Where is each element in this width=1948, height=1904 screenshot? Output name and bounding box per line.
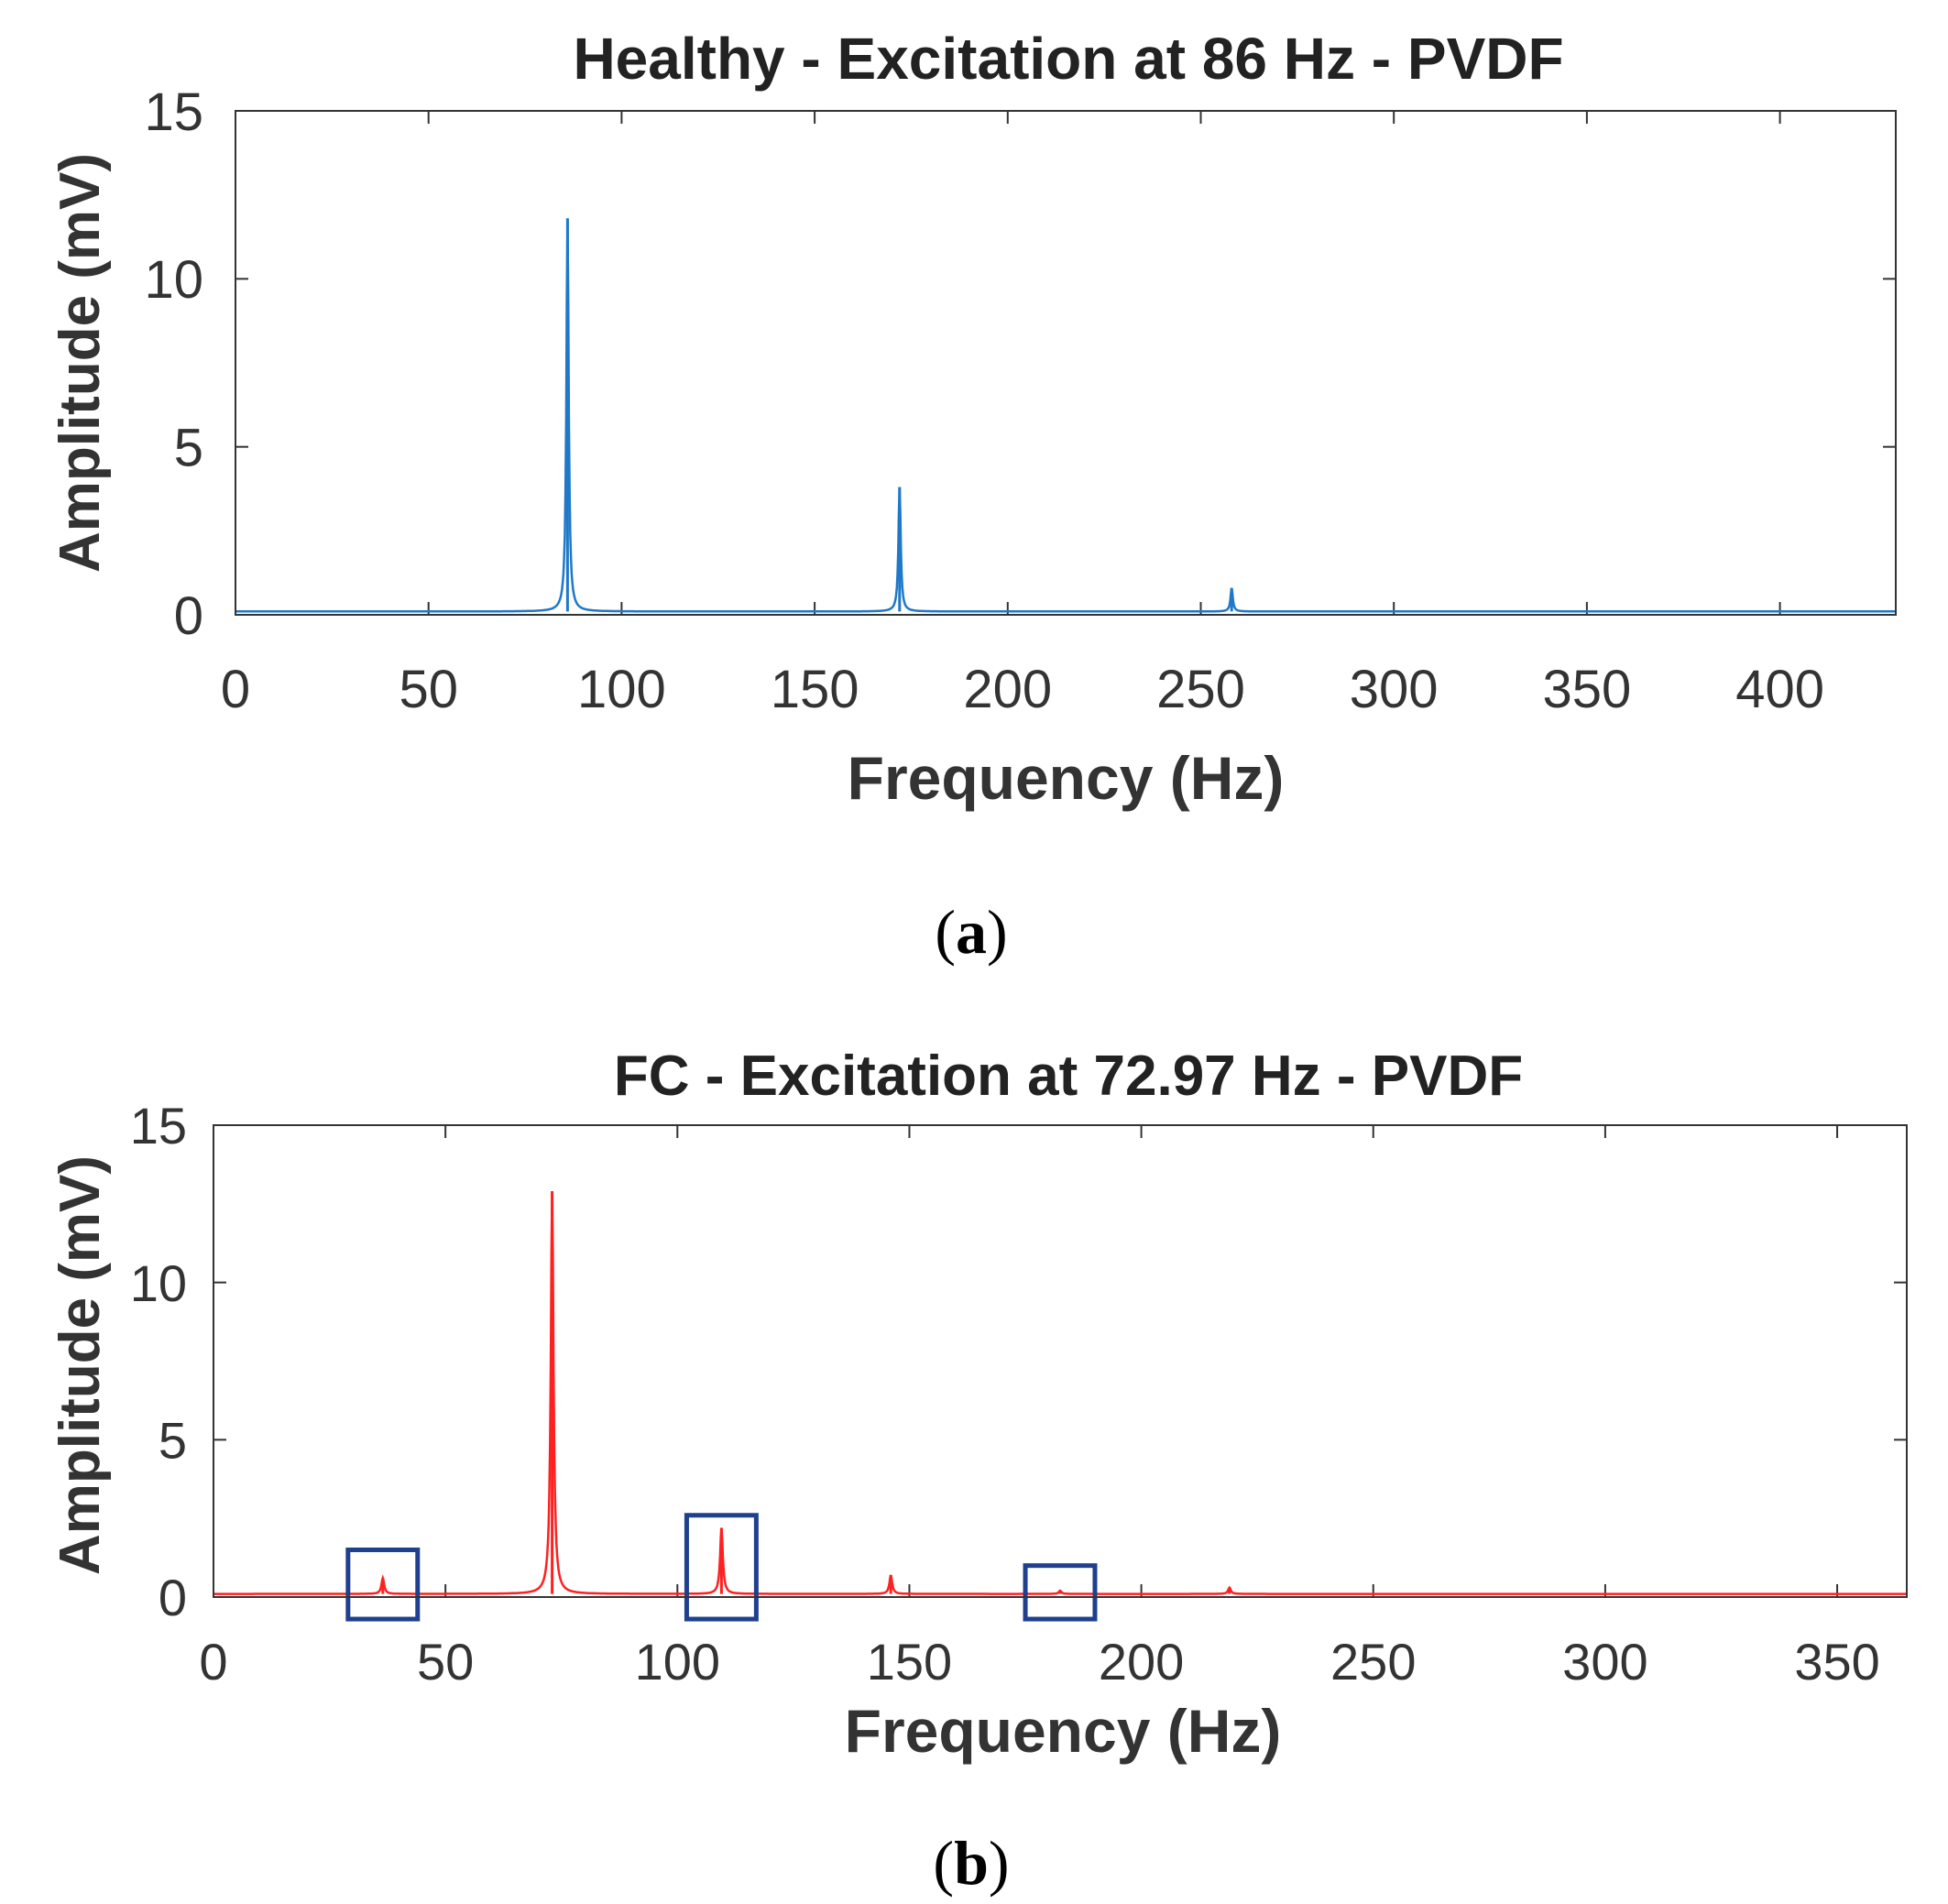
series-b bbox=[213, 1191, 1907, 1595]
x-tick-label-b: 50 bbox=[417, 1633, 474, 1691]
chart-panel-b: FC - Excitation at 72.97 Hz - PVDF 0 50 10… bbox=[49, 1045, 1908, 1898]
x-tick-labels-b: 0 50 100 150 200 250 300 350 bbox=[199, 1633, 1879, 1691]
spectrum-line-a bbox=[235, 218, 1896, 613]
x-tick-label-b: 350 bbox=[1794, 1633, 1879, 1691]
x-tick-label-a: 350 bbox=[1542, 660, 1631, 719]
y-tick-label-b: 5 bbox=[159, 1411, 187, 1469]
plot-frame-a bbox=[235, 110, 1897, 616]
x-tick-label-b: 0 bbox=[199, 1633, 227, 1691]
x-tick-labels-a: 0 50 100 150 200 250 300 350 400 bbox=[221, 660, 1824, 719]
x-tick-label-a: 0 bbox=[221, 660, 250, 719]
x-tick-label-a: 400 bbox=[1735, 660, 1824, 719]
chart-title-b: FC - Excitation at 72.97 Hz - PVDF bbox=[614, 1045, 1523, 1108]
x-tick-label-b: 250 bbox=[1330, 1633, 1416, 1691]
highlight-boxes-b bbox=[345, 1513, 1098, 1622]
caption-b: (b) bbox=[933, 1828, 1009, 1898]
x-tick-label-a: 100 bbox=[577, 660, 666, 719]
x-tick-label-b: 300 bbox=[1562, 1633, 1647, 1691]
y-axis-label-b: Amplitude (mV) bbox=[49, 1155, 112, 1575]
x-tick-label-a: 150 bbox=[771, 660, 859, 719]
x-axis-label-b: Frequency (Hz) bbox=[845, 1697, 1282, 1765]
x-axis-label-a: Frequency (Hz) bbox=[848, 744, 1285, 812]
x-tick-label-a: 250 bbox=[1156, 660, 1245, 719]
y-tick-label-a: 15 bbox=[144, 82, 203, 142]
highlight-box-b bbox=[684, 1513, 759, 1622]
x-tick-label-a: 300 bbox=[1350, 660, 1439, 719]
caption-letter-a: a bbox=[956, 897, 987, 967]
y-tick-label-a: 5 bbox=[174, 419, 203, 478]
y-tick-labels-a: 0 5 10 15 bbox=[144, 82, 203, 646]
chart-title-a: Healthy - Excitation at 86 Hz - PVDF bbox=[573, 26, 1563, 92]
y-tick-label-b: 0 bbox=[159, 1569, 187, 1626]
spectrum-line-b bbox=[213, 1191, 1907, 1595]
x-tick-label-b: 100 bbox=[635, 1633, 720, 1691]
x-tick-label-a: 200 bbox=[963, 660, 1052, 719]
y-tick-label-a: 0 bbox=[174, 586, 203, 646]
y-tick-label-a: 10 bbox=[144, 250, 203, 310]
y-tick-label-b: 10 bbox=[130, 1254, 187, 1312]
plot-frame-b bbox=[213, 1124, 1908, 1598]
chart-panel-a: Healthy - Excitation at 86 Hz - PVDF 0 50… bbox=[49, 26, 1897, 967]
y-tick-labels-b: 0 5 10 15 bbox=[130, 1097, 187, 1626]
caption-a: (a) bbox=[935, 897, 1007, 967]
caption-letter-b: b bbox=[954, 1828, 989, 1898]
highlight-box-b bbox=[345, 1548, 421, 1622]
y-tick-label-b: 15 bbox=[130, 1097, 187, 1154]
x-tick-label-a: 50 bbox=[399, 660, 458, 719]
x-tick-label-b: 150 bbox=[867, 1633, 952, 1691]
y-axis-label-a: Amplitude (mV) bbox=[49, 153, 112, 573]
x-tick-label-b: 200 bbox=[1099, 1633, 1184, 1691]
series-a bbox=[235, 218, 1896, 613]
highlight-box-b bbox=[1023, 1563, 1098, 1622]
